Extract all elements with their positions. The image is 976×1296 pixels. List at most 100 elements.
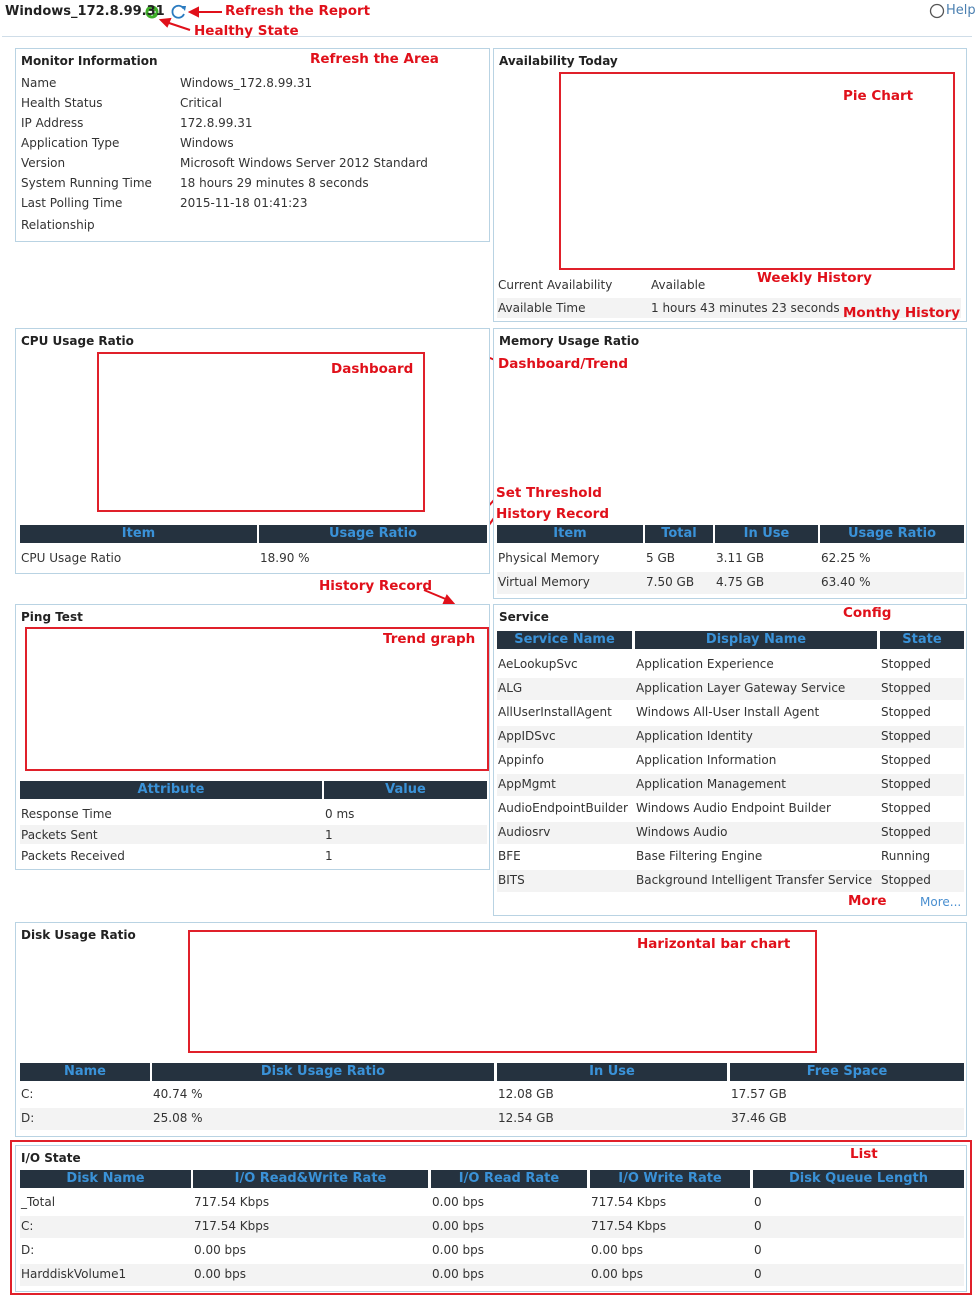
service-cell: BFE [498, 849, 521, 863]
io-cell: 0.00 bps [432, 1219, 485, 1233]
disk-panel [15, 922, 967, 1137]
refresh-icon [171, 4, 185, 19]
info-value: 18 hours 29 minutes 8 seconds [180, 176, 369, 190]
io-cell: C: [21, 1219, 34, 1233]
row-stripe [20, 1216, 964, 1238]
service-cell: Windows All-User Install Agent [636, 705, 820, 719]
annotation: List [850, 1146, 878, 1162]
disk-cell: 12.54 GB [498, 1111, 554, 1125]
dashboard-box [97, 352, 425, 512]
table-header: Free Space [730, 1063, 964, 1081]
panel-title: Monitor Information [21, 54, 158, 68]
annotation: Set Threshold [496, 485, 602, 501]
panel-title: I/O State [21, 1151, 81, 1165]
io-cell: 717.54 Kbps [591, 1219, 667, 1233]
service-cell: Stopped [881, 801, 931, 815]
more-link[interactable]: More... [920, 895, 962, 909]
annotation: Healthy State [194, 23, 299, 39]
table-header: Display Name [635, 631, 877, 649]
list-box [10, 1140, 972, 1295]
info-value: 2015-11-18 01:41:23 [180, 196, 308, 210]
info-value: Windows_172.8.99.31 [180, 76, 313, 90]
row-stripe [497, 822, 964, 844]
service-cell: Application Information [636, 753, 777, 767]
healthy-state [145, 5, 159, 19]
ping-cell: 1 [325, 849, 333, 863]
table-header: Disk Usage Ratio [152, 1063, 494, 1081]
disk-cell: 12.08 GB [498, 1087, 554, 1101]
annotation: Weekly History [757, 270, 872, 286]
table-header: I/O Write Rate [590, 1170, 750, 1188]
annotation: History Record [496, 506, 609, 522]
health-plus [148, 8, 156, 16]
row-stripe [497, 726, 964, 748]
avail-label: Available Time [498, 301, 586, 315]
service-cell: Stopped [881, 705, 931, 719]
info-label: Last Polling Time [21, 196, 123, 210]
ping-cell: Packets Sent [21, 828, 98, 842]
avail-value: 1 hours 43 minutes 23 seconds [651, 301, 840, 315]
row-stripe [497, 572, 964, 594]
memory-cell: 63.40 % [821, 575, 871, 589]
help-icon[interactable] [929, 3, 945, 19]
service-cell: Application Layer Gateway Service [636, 681, 846, 695]
annotation: Config [843, 605, 892, 621]
disk-cell: 40.74 % [153, 1087, 203, 1101]
table-header: Item [20, 525, 257, 543]
help-circle [929, 3, 945, 19]
annotation: History Record [319, 578, 432, 594]
service-cell: Application Management [636, 777, 786, 791]
table-header: Service Name [497, 631, 632, 649]
service-cell: Stopped [881, 873, 931, 887]
info-label: Version [21, 156, 66, 170]
table-header: Value [324, 781, 487, 799]
row-stripe [20, 1264, 964, 1286]
memory-cell: Physical Memory [498, 551, 600, 565]
content-frame [2, 36, 972, 1295]
annotation: Dashboard/Trend [498, 356, 629, 372]
io-cell: 0.00 bps [194, 1243, 247, 1257]
annotation: More [848, 893, 887, 909]
service-cell: Stopped [881, 681, 931, 695]
ping-cell: Packets Received [21, 849, 125, 863]
service-panel [493, 604, 967, 916]
avail-value: Available [651, 278, 706, 292]
annotation: Dashboard [331, 361, 414, 377]
service-cell: Application Experience [636, 657, 774, 671]
help-link[interactable]: Help [946, 3, 976, 18]
panel-title: Availability Today [499, 54, 618, 68]
io-cell: 0.00 bps [432, 1243, 485, 1257]
refresh-arrow [181, 6, 186, 11]
io-cell: _Total [21, 1195, 56, 1209]
monitor-info-panel [15, 48, 490, 242]
info-label: Health Status [21, 96, 103, 110]
info-value: Microsoft Windows Server 2012 Standard [180, 156, 428, 170]
service-cell: Windows Audio Endpoint Builder [636, 801, 831, 815]
disk-cell: 25.08 % [153, 1111, 203, 1125]
io-cell: 717.54 Kbps [194, 1219, 270, 1233]
memory-cell: Virtual Memory [498, 575, 590, 589]
io-cell: 0.00 bps [432, 1195, 485, 1209]
service-cell: AeLookupSvc [498, 657, 578, 671]
panel-title: Memory Usage Ratio [499, 334, 640, 348]
refresh-button[interactable] [171, 4, 186, 19]
panel-title: Service [499, 610, 549, 624]
memory-panel [493, 328, 967, 599]
service-cell: Stopped [881, 825, 931, 839]
service-cell: Background Intelligent Transfer Service [636, 873, 873, 887]
table-header: Usage Ratio [259, 525, 487, 543]
table-header: Attribute [20, 781, 322, 799]
ping-cell: 1 [325, 828, 333, 842]
memory-cell: 7.50 GB [646, 575, 695, 589]
annotation: Refresh the Area [310, 51, 439, 67]
page-title: Windows_172.8.99.31 [5, 4, 165, 19]
table-header: Disk Name [20, 1170, 191, 1188]
info-label: Relationship [21, 218, 95, 232]
annotation: Harizontal bar chart [637, 936, 791, 952]
service-cell: Stopped [881, 753, 931, 767]
table-header: Item [497, 525, 643, 543]
service-cell: Base Filtering Engine [636, 849, 763, 863]
table-header: State [880, 631, 964, 649]
io-cell: 0.00 bps [194, 1267, 247, 1281]
